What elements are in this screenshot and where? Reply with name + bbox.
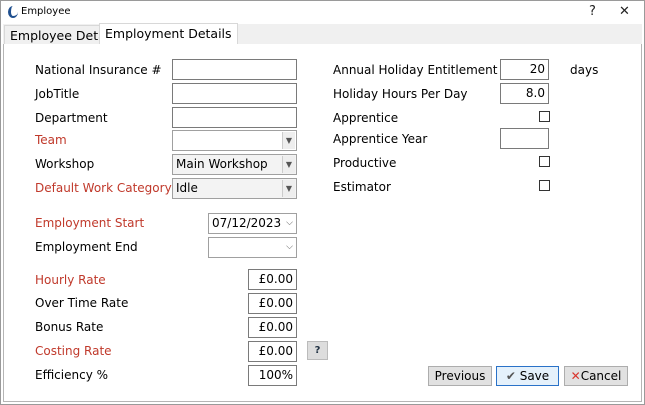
employment-end-date[interactable]: ⌵ [208, 237, 297, 258]
holiday-hours-input[interactable]: 8.0 [500, 83, 549, 104]
employment-start-value: 07/12/2023 [212, 216, 282, 230]
chevron-down-icon[interactable]: ⌵ [286, 242, 293, 252]
apprentice-label: Apprentice [333, 111, 399, 125]
work-category-select[interactable]: Idle ▼ [172, 178, 297, 199]
employment-start-label: Employment Start [35, 216, 145, 230]
efficiency-label: Efficiency % [35, 368, 109, 382]
productive-checkbox[interactable] [539, 156, 550, 167]
bonus-rate-label: Bonus Rate [35, 320, 104, 334]
department-label: Department [35, 111, 108, 125]
title-bar: Employee ? ✕ [1, 1, 644, 23]
bonus-rate-input[interactable]: £0.00 [248, 317, 297, 338]
productive-label: Productive [333, 156, 397, 170]
overtime-rate-label: Over Time Rate [35, 296, 129, 310]
employment-end-label: Employment End [35, 240, 138, 254]
costing-help-button[interactable]: ? [307, 341, 328, 360]
workshop-select[interactable]: Main Workshop ▼ [172, 154, 297, 175]
cancel-button[interactable]: ✕Cancel [564, 366, 628, 386]
job-title-label: JobTitle [35, 87, 80, 101]
workshop-value: Main Workshop [176, 157, 268, 171]
department-input[interactable] [172, 107, 297, 128]
hourly-rate-input[interactable]: £0.00 [248, 269, 297, 290]
team-label: Team [35, 133, 67, 147]
previous-button[interactable]: Previous [428, 366, 492, 386]
ni-label: National Insurance # [35, 63, 162, 77]
annual-holiday-input[interactable]: 20 [500, 59, 549, 80]
apprentice-year-label: Apprentice Year [333, 132, 428, 146]
overtime-rate-input[interactable]: £0.00 [248, 293, 297, 314]
annual-holiday-label: Annual Holiday Entitlement [333, 63, 498, 77]
ni-input[interactable] [172, 59, 297, 80]
apprentice-year-input[interactable] [500, 128, 549, 149]
employment-start-date[interactable]: 07/12/2023 ⌵ [208, 213, 297, 234]
app-logo-icon [8, 6, 18, 18]
cancel-x-icon: ✕ [570, 369, 581, 383]
cancel-label: Cancel [580, 369, 622, 383]
work-category-value: Idle [176, 181, 198, 195]
chevron-down-icon[interactable]: ▼ [282, 132, 295, 149]
save-label: Save [519, 369, 550, 383]
chevron-down-icon[interactable]: ▼ [282, 180, 295, 197]
chevron-down-icon[interactable]: ⌵ [286, 218, 293, 228]
close-button[interactable]: ✕ [619, 4, 630, 19]
hourly-rate-label: Hourly Rate [35, 273, 106, 287]
tab-employment-details[interactable]: Employment Details [99, 23, 238, 45]
help-button[interactable]: ? [589, 4, 596, 19]
days-unit-label: days [570, 63, 599, 77]
efficiency-input[interactable]: 100% [248, 365, 297, 386]
estimator-checkbox[interactable] [539, 180, 550, 191]
holiday-hours-label: Holiday Hours Per Day [333, 87, 468, 101]
costing-rate-label: Costing Rate [35, 344, 112, 358]
save-button[interactable]: ✔ Save [496, 366, 559, 386]
workshop-label: Workshop [35, 157, 95, 171]
apprentice-checkbox[interactable] [539, 111, 550, 122]
window-title: Employee [21, 6, 71, 17]
checkmark-icon: ✔ [505, 369, 516, 383]
job-title-input[interactable] [172, 83, 297, 104]
team-select[interactable]: ▼ [172, 130, 297, 151]
chevron-down-icon[interactable]: ▼ [282, 156, 295, 173]
work-category-label: Default Work Category [35, 181, 172, 195]
costing-rate-input[interactable]: £0.00 [248, 341, 297, 362]
estimator-label: Estimator [333, 180, 391, 194]
